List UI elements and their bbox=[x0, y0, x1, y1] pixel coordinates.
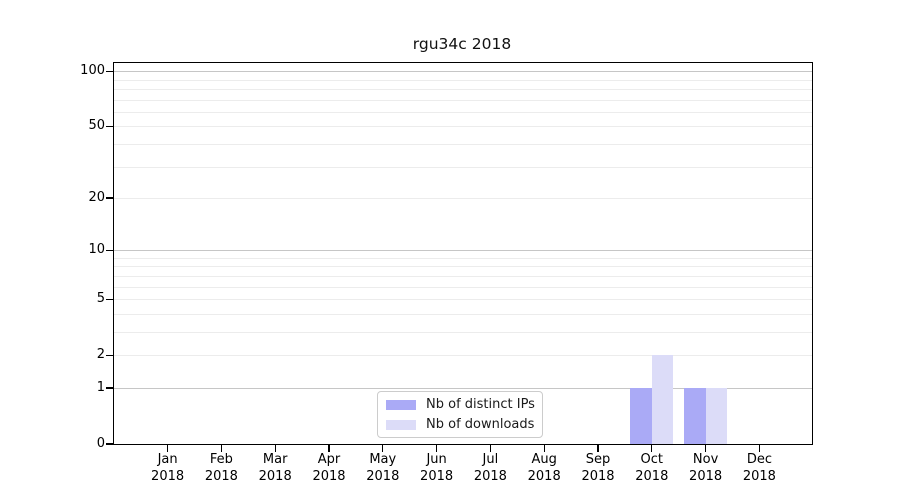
x-tick-mark bbox=[489, 445, 491, 453]
x-tick-label: Aug 2018 bbox=[527, 452, 561, 484]
x-tick-mark bbox=[597, 445, 599, 453]
major-gridline bbox=[114, 388, 812, 389]
minor-gridline bbox=[114, 111, 812, 113]
y-tick-label: 0 bbox=[96, 436, 105, 451]
minor-gridline bbox=[114, 286, 812, 288]
y-tick-label: 1 bbox=[96, 380, 105, 395]
x-tick-mark bbox=[651, 445, 653, 453]
x-tick-label: Feb 2018 bbox=[204, 452, 238, 484]
x-tick-mark bbox=[758, 445, 760, 453]
chart-title: rgu34c 2018 bbox=[412, 35, 512, 53]
y-tick-label: 2 bbox=[96, 347, 105, 363]
x-tick-label: Jul 2018 bbox=[473, 452, 507, 484]
minor-gridline bbox=[114, 299, 812, 301]
minor-gridline bbox=[114, 266, 812, 268]
y-tick-label: 50 bbox=[88, 118, 105, 134]
legend-label-distinct-ips: Nb of distinct IPs bbox=[426, 397, 535, 412]
legend-item-downloads: Nb of downloads bbox=[386, 417, 534, 432]
minor-gridline bbox=[114, 355, 812, 357]
x-tick-label: Apr 2018 bbox=[312, 452, 346, 484]
minor-gridline bbox=[114, 79, 812, 81]
x-tick-label: Oct 2018 bbox=[635, 452, 669, 484]
y-tick-mark bbox=[105, 443, 113, 445]
y-tick-mark bbox=[105, 197, 113, 199]
x-tick-mark bbox=[220, 445, 222, 453]
major-gridline bbox=[114, 250, 812, 252]
x-tick-mark bbox=[543, 445, 545, 453]
minor-gridline bbox=[114, 313, 812, 315]
y-tick-label: 100 bbox=[80, 63, 105, 79]
y-tick-mark bbox=[105, 70, 113, 72]
x-tick-label: Dec 2018 bbox=[742, 452, 776, 484]
y-tick-mark bbox=[105, 298, 113, 300]
legend-item-distinct-ips: Nb of distinct IPs bbox=[386, 397, 535, 412]
x-tick-mark bbox=[274, 445, 276, 453]
y-tick-mark bbox=[105, 249, 113, 251]
y-tick-mark bbox=[105, 125, 113, 127]
bar-nb-of-downloads bbox=[705, 388, 728, 444]
y-tick-mark bbox=[105, 387, 113, 389]
minor-gridline bbox=[114, 88, 812, 90]
x-tick-mark bbox=[436, 445, 438, 453]
y-tick-label: 10 bbox=[88, 242, 105, 258]
minor-gridline bbox=[114, 126, 812, 128]
bar-nb-of-distinct-ips bbox=[630, 388, 652, 444]
minor-gridline bbox=[114, 99, 812, 101]
x-tick-label: May 2018 bbox=[366, 452, 400, 484]
bar-nb-of-downloads bbox=[651, 355, 674, 444]
major-gridline bbox=[114, 71, 812, 73]
x-tick-mark bbox=[382, 445, 384, 453]
x-tick-mark bbox=[705, 445, 707, 453]
x-tick-label: Jun 2018 bbox=[420, 452, 454, 484]
minor-gridline bbox=[114, 257, 812, 259]
minor-gridline bbox=[114, 332, 812, 333]
y-tick-label: 5 bbox=[96, 291, 105, 307]
plot-area: 0 1 2 5 10 20 50 100 Jan 2018 Feb 2018 Mar 2018 Apr… bbox=[80, 62, 813, 484]
legend: Nb of distinct IPs Nb of downloads bbox=[377, 391, 543, 438]
minor-gridline bbox=[114, 198, 812, 199]
minor-gridline bbox=[114, 143, 812, 145]
x-tick-mark bbox=[167, 445, 169, 453]
x-tick-label: Nov 2018 bbox=[689, 452, 723, 484]
x-tick-label: Mar 2018 bbox=[258, 452, 292, 484]
legend-swatch-distinct-ips bbox=[386, 399, 416, 410]
minor-gridline bbox=[114, 166, 812, 168]
legend-label-downloads: Nb of downloads bbox=[426, 417, 535, 432]
legend-swatch-downloads bbox=[386, 419, 416, 430]
bar-nb-of-distinct-ips bbox=[684, 388, 706, 444]
y-tick-mark bbox=[105, 354, 113, 356]
x-tick-label: Jan 2018 bbox=[151, 452, 185, 484]
minor-gridline bbox=[114, 276, 812, 277]
x-tick-mark bbox=[328, 445, 330, 453]
x-tick-label: Sep 2018 bbox=[581, 452, 615, 484]
y-tick-label: 20 bbox=[88, 190, 105, 205]
